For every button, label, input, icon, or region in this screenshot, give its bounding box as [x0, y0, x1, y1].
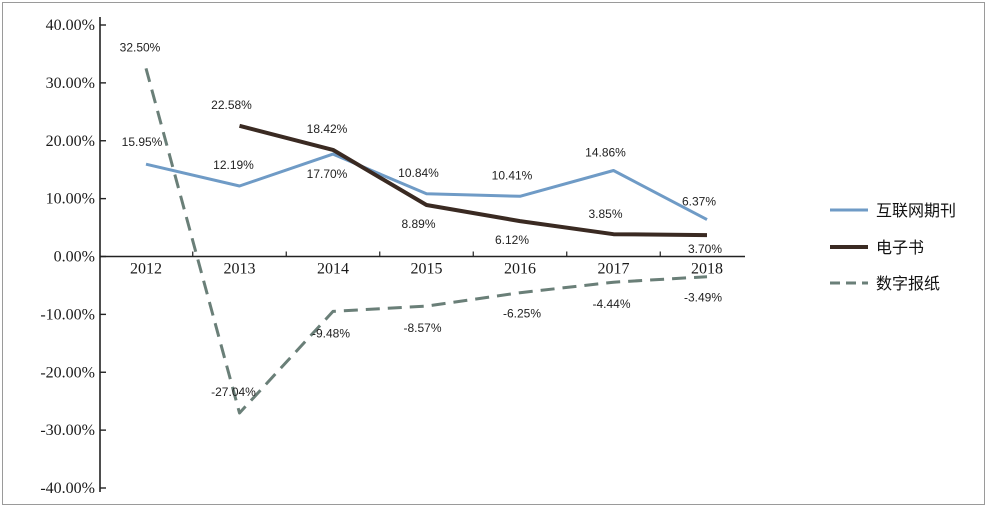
x-tick-label: 2017: [598, 261, 630, 278]
data-label: 15.95%: [122, 135, 163, 149]
y-tick-label: -10.00%: [40, 306, 95, 323]
data-label: 22.58%: [211, 98, 252, 112]
data-label: 12.19%: [213, 158, 254, 172]
y-tick-label: 0.00%: [54, 249, 95, 266]
data-label: -3.49%: [684, 291, 722, 305]
y-tick-label: -40.00%: [40, 480, 95, 497]
x-tick-label: 2015: [411, 261, 443, 278]
data-label: 10.84%: [398, 166, 439, 180]
data-label: -8.57%: [403, 321, 441, 335]
y-tick-label: 40.00%: [46, 17, 95, 34]
data-label: 6.12%: [495, 233, 529, 247]
data-label: 32.50%: [120, 40, 161, 54]
series-line-2: [239, 123, 708, 238]
y-tick-label: 30.00%: [46, 75, 95, 92]
x-tick-label: 2014: [317, 261, 349, 278]
y-tick-label: 20.00%: [46, 133, 95, 150]
data-label: 3.85%: [588, 207, 622, 221]
data-label: -27.04%: [211, 385, 256, 399]
legend-label-3: 数字报纸: [876, 274, 940, 293]
x-tick-label: 2016: [504, 261, 536, 278]
data-label: -6.25%: [503, 307, 541, 321]
data-label: 6.37%: [682, 195, 716, 209]
data-label: 8.89%: [401, 217, 435, 231]
y-tick-label: 10.00%: [46, 191, 95, 208]
x-tick-label: 2018: [691, 261, 723, 278]
legend-label-1: 互联网期刊: [876, 201, 956, 220]
data-label: 17.70%: [307, 167, 348, 181]
data-label: 3.70%: [688, 242, 722, 256]
x-tick-label: 2013: [224, 261, 256, 278]
data-label: -4.44%: [592, 297, 630, 311]
data-label: -9.48%: [312, 326, 350, 340]
data-label: 18.42%: [307, 122, 348, 136]
series-line-1: [145, 152, 708, 221]
y-tick-label: -20.00%: [40, 364, 95, 381]
legend-label-2: 电子书: [876, 238, 924, 257]
data-label: 14.86%: [585, 145, 626, 159]
data-label: 10.41%: [492, 168, 533, 182]
series-line-3: [144, 68, 708, 415]
x-tick-label: 2012: [130, 261, 162, 278]
y-tick-label: -30.00%: [40, 422, 95, 439]
